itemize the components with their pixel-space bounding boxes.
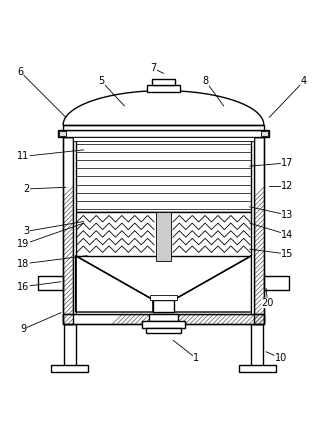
Text: 20: 20 bbox=[262, 298, 274, 308]
Text: 9: 9 bbox=[20, 324, 26, 334]
Text: 4: 4 bbox=[301, 77, 307, 86]
Bar bbox=[152, 78, 175, 85]
Polygon shape bbox=[63, 91, 264, 125]
Bar bbox=[261, 131, 268, 136]
Bar bbox=[149, 314, 178, 321]
Text: 14: 14 bbox=[281, 229, 293, 240]
Bar bbox=[59, 131, 66, 136]
Polygon shape bbox=[174, 256, 251, 312]
Bar bbox=[62, 314, 265, 324]
Bar bbox=[156, 212, 171, 260]
Text: 10: 10 bbox=[275, 353, 287, 363]
Bar bbox=[63, 125, 264, 130]
Text: 13: 13 bbox=[281, 210, 293, 220]
Text: 7: 7 bbox=[151, 63, 157, 74]
Bar bbox=[76, 212, 251, 256]
Bar bbox=[38, 276, 62, 290]
Bar bbox=[153, 299, 174, 312]
Text: 6: 6 bbox=[17, 67, 23, 77]
Bar bbox=[254, 137, 265, 324]
Text: 1: 1 bbox=[193, 353, 199, 363]
Text: 8: 8 bbox=[203, 77, 209, 86]
Text: 5: 5 bbox=[98, 77, 105, 86]
Bar bbox=[76, 139, 251, 212]
Text: 17: 17 bbox=[281, 158, 293, 168]
Bar bbox=[73, 137, 254, 314]
Bar bbox=[251, 324, 264, 366]
Bar bbox=[62, 314, 265, 324]
Text: 3: 3 bbox=[24, 226, 30, 236]
Text: 19: 19 bbox=[17, 239, 30, 249]
Bar bbox=[58, 130, 269, 137]
Bar bbox=[254, 137, 265, 324]
Text: 15: 15 bbox=[281, 249, 293, 259]
Bar bbox=[239, 365, 276, 372]
Bar bbox=[142, 321, 185, 328]
Bar bbox=[265, 276, 289, 290]
Text: 18: 18 bbox=[17, 259, 30, 269]
Text: 12: 12 bbox=[281, 181, 293, 190]
Bar bbox=[63, 324, 76, 366]
Bar bbox=[147, 85, 180, 92]
Bar bbox=[62, 137, 73, 324]
Text: 11: 11 bbox=[17, 152, 30, 161]
Text: 16: 16 bbox=[17, 282, 30, 291]
Polygon shape bbox=[76, 256, 153, 312]
Bar bbox=[62, 137, 73, 324]
Bar bbox=[73, 137, 254, 141]
Bar bbox=[51, 365, 88, 372]
Bar bbox=[146, 328, 181, 333]
Text: 2: 2 bbox=[24, 184, 30, 194]
Bar bbox=[150, 295, 177, 299]
